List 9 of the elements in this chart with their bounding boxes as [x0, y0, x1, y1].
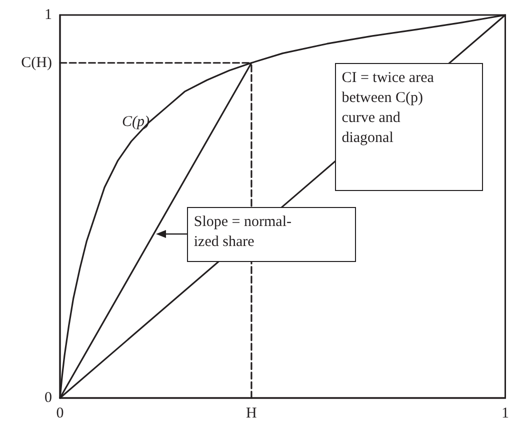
x-tick-label: 1	[502, 406, 509, 422]
note-box: CI = twice area between C(p) curve and diagonal	[334, 62, 483, 192]
y-tick-label: 0	[44, 390, 52, 406]
x-tick-label: H	[246, 406, 258, 422]
x-tick-label: 0	[56, 406, 64, 422]
annotation: C(p)	[122, 114, 150, 130]
y-tick-label: C(H)	[21, 54, 52, 71]
note-box: Slope = normal- ized share	[186, 206, 356, 262]
y-tick-label: 1	[44, 7, 52, 23]
